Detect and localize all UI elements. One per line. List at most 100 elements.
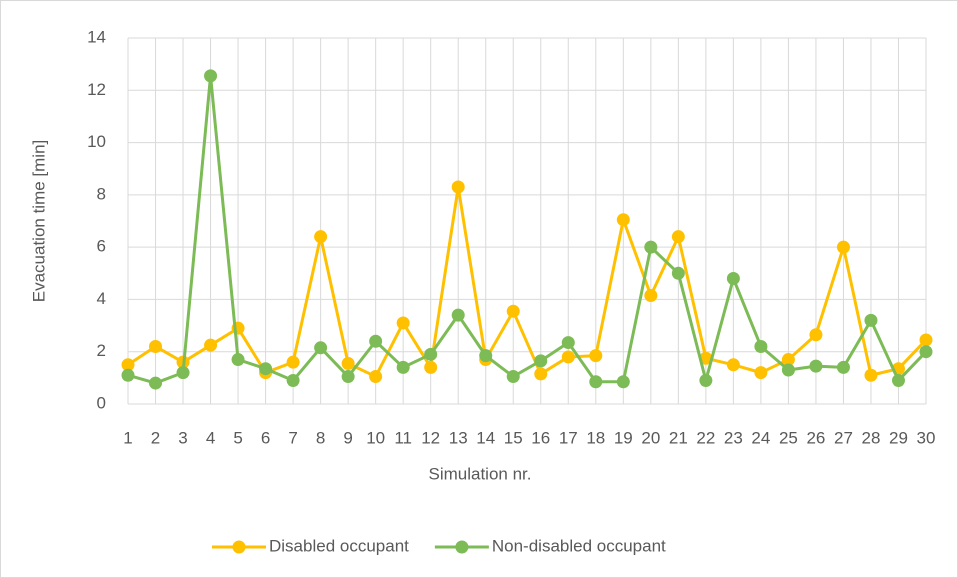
data-point — [891, 373, 905, 387]
data-point — [561, 336, 575, 350]
y-tick-label: 12 — [87, 80, 106, 99]
data-point — [121, 368, 135, 382]
x-tick-label: 29 — [889, 428, 908, 447]
x-tick-label: 4 — [206, 428, 215, 447]
x-tick-label: 18 — [586, 428, 605, 447]
data-point — [149, 376, 163, 390]
x-tick-label: 24 — [751, 428, 770, 447]
legend-label: Non-disabled occupant — [492, 536, 666, 555]
data-point — [699, 351, 713, 365]
data-point — [864, 313, 878, 327]
x-tick-label: 5 — [233, 428, 242, 447]
data-point — [314, 341, 328, 355]
data-point — [506, 304, 520, 318]
x-tick-label: 19 — [614, 428, 633, 447]
data-point — [836, 240, 850, 254]
x-tick-label: 14 — [476, 428, 495, 447]
x-tick-label: 25 — [779, 428, 798, 447]
x-tick-label: 15 — [504, 428, 523, 447]
x-tick-label: 21 — [669, 428, 688, 447]
x-tick-label: 10 — [366, 428, 385, 447]
x-tick-label: 2 — [151, 428, 160, 447]
data-point — [121, 358, 135, 372]
data-point — [919, 345, 933, 359]
data-point — [204, 338, 218, 352]
x-tick-label: 7 — [288, 428, 297, 447]
data-point — [176, 366, 190, 380]
x-tick-label: 30 — [917, 428, 936, 447]
data-point — [286, 373, 300, 387]
x-tick-label: 22 — [696, 428, 715, 447]
data-point — [534, 354, 548, 368]
x-tick-label: 3 — [178, 428, 187, 447]
data-point — [259, 362, 273, 376]
data-point — [754, 339, 768, 353]
data-point — [369, 334, 383, 348]
data-point — [451, 180, 465, 194]
data-point — [671, 230, 685, 244]
y-tick-label: 2 — [97, 341, 106, 360]
legend-label: Disabled occupant — [269, 536, 409, 555]
y-tick-label: 8 — [97, 184, 106, 203]
x-tick-label: 28 — [862, 428, 881, 447]
data-point — [616, 375, 630, 389]
x-tick-label: 12 — [421, 428, 440, 447]
data-point — [671, 266, 685, 280]
y-tick-label: 10 — [87, 132, 106, 151]
data-point — [314, 230, 328, 244]
legend-marker — [232, 540, 246, 554]
y-tick-label: 0 — [97, 393, 106, 412]
x-tick-label: 6 — [261, 428, 270, 447]
data-point — [341, 356, 355, 370]
data-point — [644, 289, 658, 303]
x-tick-label: 11 — [394, 428, 412, 447]
data-point — [589, 349, 603, 363]
x-tick-label: 16 — [531, 428, 550, 447]
y-tick-label: 14 — [87, 27, 106, 46]
data-point — [396, 316, 410, 330]
data-point — [726, 272, 740, 286]
data-point — [451, 308, 465, 322]
data-point — [781, 363, 795, 377]
x-tick-label: 26 — [806, 428, 825, 447]
x-tick-label: 20 — [641, 428, 660, 447]
x-tick-label: 8 — [316, 428, 325, 447]
data-point — [754, 366, 768, 380]
data-point — [919, 333, 933, 347]
y-tick-label: 4 — [97, 289, 106, 308]
x-tick-label: 17 — [559, 428, 578, 447]
data-point — [644, 240, 658, 254]
data-point — [204, 69, 218, 83]
data-point — [231, 353, 245, 367]
y-axis-label: Evacuation time [min] — [29, 140, 48, 303]
data-point — [836, 360, 850, 374]
data-point — [726, 358, 740, 372]
data-point — [479, 349, 493, 363]
data-point — [341, 370, 355, 384]
data-point — [424, 347, 438, 361]
data-point — [616, 213, 630, 227]
x-tick-label: 13 — [449, 428, 468, 447]
data-point — [149, 339, 163, 353]
y-tick-label: 6 — [97, 237, 106, 256]
data-point — [589, 375, 603, 389]
data-point — [396, 360, 410, 374]
x-axis-label: Simulation nr. — [429, 464, 532, 483]
data-point — [809, 359, 823, 373]
data-point — [781, 353, 795, 367]
data-point — [286, 355, 300, 369]
data-point — [424, 360, 438, 374]
data-point — [369, 370, 383, 384]
data-point — [506, 370, 520, 384]
x-tick-label: 9 — [343, 428, 352, 447]
data-point — [699, 373, 713, 387]
x-tick-label: 23 — [724, 428, 743, 447]
data-point — [534, 367, 548, 381]
data-point — [864, 368, 878, 382]
x-tick-label: 1 — [123, 428, 132, 447]
data-point — [809, 328, 823, 342]
x-tick-label: 27 — [834, 428, 853, 447]
legend-marker — [455, 540, 469, 554]
